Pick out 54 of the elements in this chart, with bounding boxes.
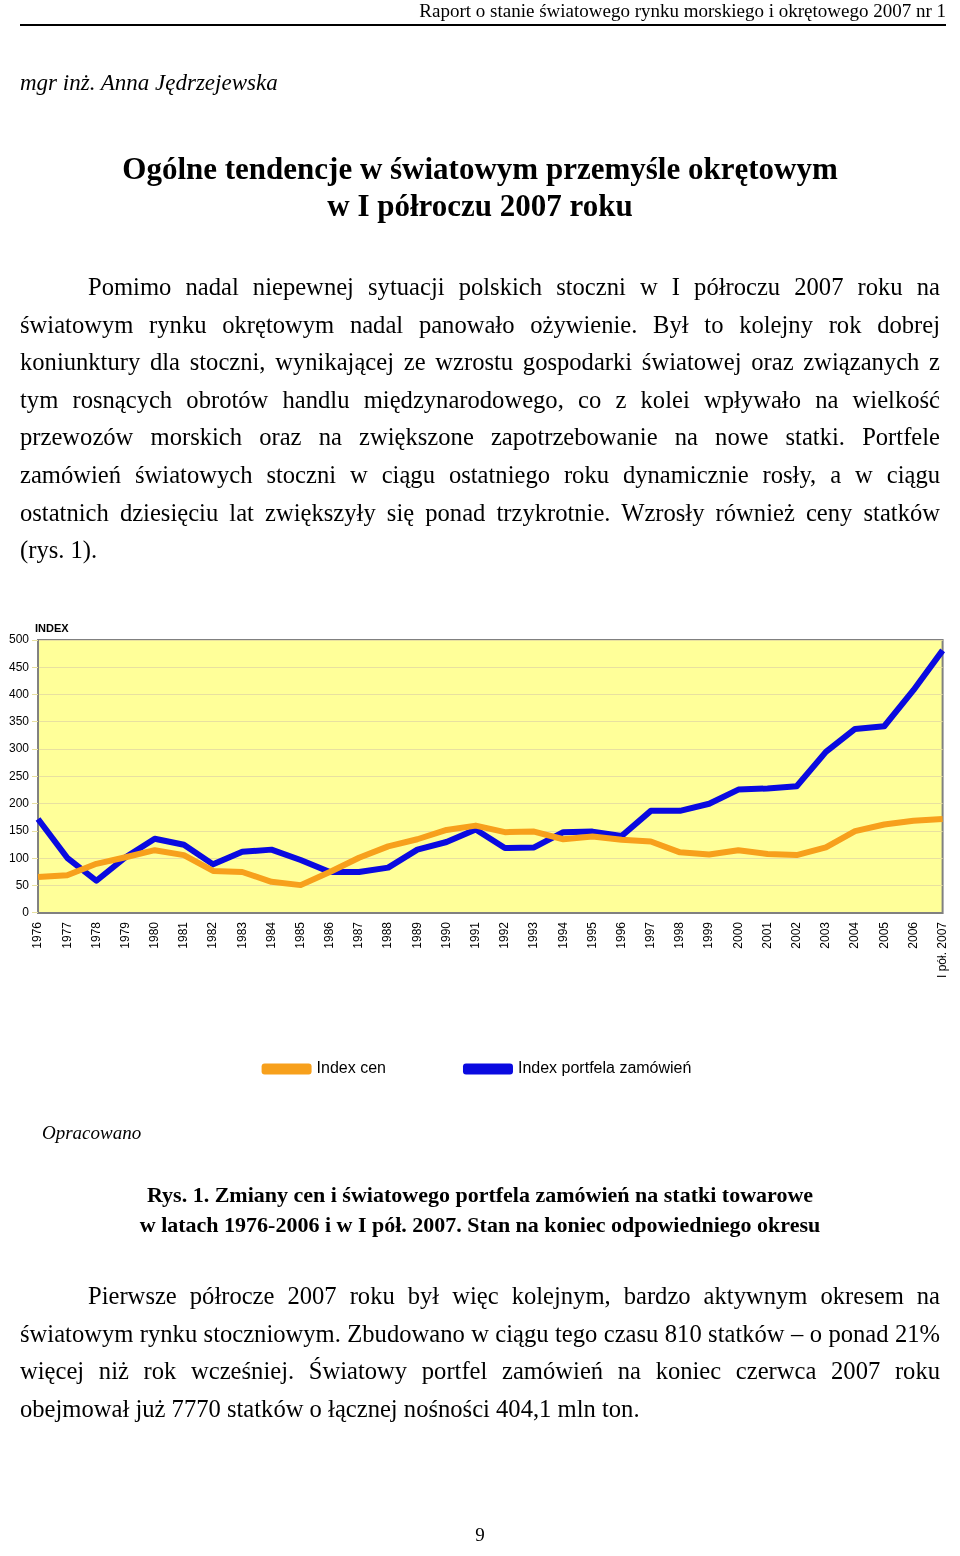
y-tick-label: 150 (8, 823, 30, 838)
x-tick-label: 1997 (643, 921, 658, 949)
text: Opracowano (42, 1122, 142, 1144)
text: 9 (474, 1524, 486, 1546)
x-tick-label: 2002 (789, 921, 804, 949)
x-tick-label: 1988 (380, 921, 395, 949)
x-tick-label: 1980 (147, 921, 162, 949)
y-tick-label: 200 (8, 796, 30, 811)
x-tick-label: 1984 (263, 921, 278, 949)
x-tick-label: 1983 (234, 921, 249, 949)
x-tick-label: 1993 (526, 921, 541, 949)
text: Rys. 1. Zmiany cen i światowego portfela zamówień na statki towarowe w latach 1976-2006 i w I pół. 2007. Stan na koniec odpowiedniego okresu (138, 1181, 822, 1239)
y-tick-label: 500 (8, 632, 30, 647)
y-tick-label: 250 (8, 768, 30, 783)
x-tick-label: 1996 (613, 921, 628, 949)
text: mgr inż. Anna Jędrzejewska (20, 70, 278, 96)
x-tick-label: 1991 (468, 921, 483, 949)
x-tick-label: 1998 (672, 921, 687, 949)
x-tick-label: 2005 (876, 921, 891, 949)
y-axis-title: INDEX (35, 621, 70, 634)
x-tick-label: 1990 (438, 921, 453, 949)
x-tick-label: 2003 (818, 921, 833, 949)
x-tick-label: 2001 (759, 921, 774, 949)
text: Pomimo nadal niepewnej sytuacji polskich stoczni w I półroczu 2007 roku na światowym rynku okrętowym nadal panowało ożywienie. Był to kolejny rok dobrej koniunktury dla stoczni, wynikającej ze wzrostu gospodarki światowej oraz związanych z tym rosnących obrotów handlu międzynarodowego, co z kolei wpływało na wielkość przewozów morskich oraz na zwiększone zapotrzebowanie na nowe statki. Portfele zamówień światowych stoczni w ciągu ostatniego roku dynamicznie rosły, a w ciągu ostatnich dziesięciu lat zwiększyły się ponad trzykrotnie. Wzrosły również ceny statków (rys. 1). (20, 272, 940, 566)
y-tick-label: 100 (8, 850, 30, 865)
x-tick-label: 1977 (59, 921, 74, 949)
y-tick-label: 450 (8, 659, 30, 674)
x-tick-label: 1985 (292, 921, 307, 949)
x-tick-label: 1994 (555, 921, 570, 949)
x-tick-label: 1986 (322, 921, 337, 949)
x-tick-label: 1981 (176, 921, 191, 949)
x-tick-label: 1989 (409, 921, 424, 949)
x-tick-label: 1982 (205, 921, 220, 949)
x-tick-label: 1987 (351, 921, 366, 949)
y-tick-label: 350 (8, 714, 30, 729)
x-tick-label: 1995 (584, 921, 599, 949)
x-tick-label: I pół. 2007 (934, 921, 949, 978)
text: Ogólne tendencje w światowym przemyśle okrętowym w I półroczu 2007 roku (121, 150, 839, 224)
legend-label: Index portfela zamówień (517, 1059, 692, 1077)
text: Pierwsze półrocze 2007 roku był więc kolejnym, bardzo aktywnym okresem na światowym rynku stoczniowym. Zbudowano w ciągu tego czasu 810 statków – o ponad 21% więcej niż rok wcześniej. Światowy portfel zamówień na koniec czerwca 2007 roku obejmował już 7770 statków o łącznej nośności 404,1 mln ton. (20, 1281, 940, 1424)
x-tick-label: 1999 (701, 921, 716, 949)
y-tick-label: 400 (8, 686, 30, 701)
x-tick-label: 1992 (497, 921, 512, 949)
x-tick-label: 1978 (88, 921, 103, 949)
text: Raport o stanie światowego rynku morskiego i okrętowego 2007 nr 1 (20, 0, 946, 26)
x-tick-label: 2006 (905, 921, 920, 949)
legend-label: Index cen (316, 1059, 386, 1077)
y-tick-label: 50 (15, 877, 30, 892)
y-tick-label: 0 (22, 905, 30, 920)
x-tick-label: 2000 (730, 921, 745, 949)
x-tick-label: 1979 (117, 921, 132, 949)
x-tick-label: 2004 (847, 921, 862, 949)
x-tick-label: 1976 (30, 921, 45, 949)
y-tick-label: 300 (8, 741, 30, 756)
